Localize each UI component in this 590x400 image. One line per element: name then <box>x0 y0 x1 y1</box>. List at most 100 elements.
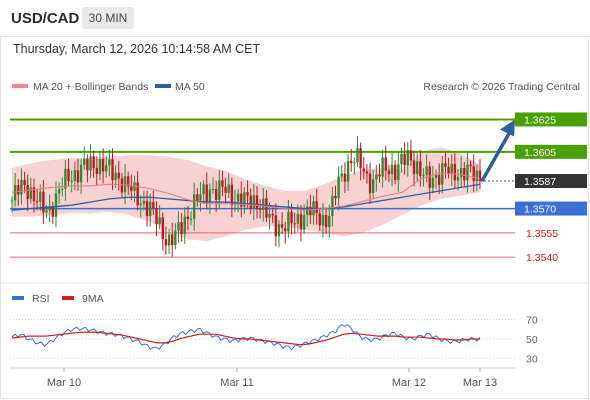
candle-body <box>375 174 378 180</box>
candle-body <box>478 170 482 182</box>
candle-body <box>331 195 334 216</box>
candle-body <box>381 157 384 177</box>
rsi-ma-legend-label: 9MA <box>82 293 104 305</box>
candle-body <box>306 206 309 216</box>
candle-body <box>422 175 425 177</box>
candle-body <box>397 164 400 180</box>
candle-body <box>114 172 117 181</box>
candle-body <box>105 165 108 172</box>
candle-body <box>92 156 95 168</box>
candle-body <box>64 168 67 189</box>
candle-body <box>98 158 102 175</box>
bands-legend-label: MA 20 + Bollinger Bands <box>33 81 148 93</box>
candle-body <box>293 223 296 225</box>
candle-body <box>86 158 89 171</box>
candle-body <box>415 161 419 175</box>
candle-body <box>262 198 265 210</box>
candle-body <box>425 166 428 176</box>
chart-header: USD/CAD 30 MIN <box>0 0 590 37</box>
candle-body <box>431 177 435 188</box>
candle-body <box>136 182 139 206</box>
bollinger-band-area <box>12 146 480 241</box>
price-levels <box>10 118 515 258</box>
candle-body <box>205 184 208 202</box>
ma50-legend-swatch <box>155 84 171 88</box>
candle-body <box>57 189 61 194</box>
candle-body <box>447 166 450 174</box>
ma50-legend-label: MA 50 <box>175 81 205 93</box>
time-tick-label: Mar 11 <box>220 377 253 389</box>
candle-body <box>42 191 45 213</box>
candle-body <box>274 215 278 237</box>
candle-body <box>243 192 246 207</box>
candle-body <box>218 180 221 200</box>
candle-body <box>441 163 444 185</box>
forecast-arrow <box>480 119 515 182</box>
candle-body <box>170 234 174 245</box>
candle-body <box>246 192 249 196</box>
candle-body <box>145 200 149 217</box>
rsi-ma-legend-swatch <box>62 296 74 300</box>
candle-body <box>177 222 180 231</box>
candle-body <box>10 200 14 202</box>
candle-body <box>343 173 347 182</box>
candle-body <box>277 224 281 237</box>
candle-body <box>51 206 55 217</box>
candle-body <box>290 211 293 224</box>
candle-body <box>340 173 343 177</box>
candle-body <box>315 201 318 214</box>
support-level-label: 1.3555 <box>526 228 558 240</box>
last-price-label-box <box>515 174 587 189</box>
time-tick-label: Mar 10 <box>47 377 81 389</box>
candle-body <box>111 159 114 181</box>
candle-body <box>287 211 290 232</box>
candle-body <box>76 170 80 183</box>
candle-body <box>101 158 105 172</box>
candle-body <box>127 176 130 187</box>
candle-body <box>183 216 186 234</box>
resistance-level-label: 1.3605 <box>524 147 556 159</box>
candle-body <box>384 157 387 171</box>
candle-body <box>265 198 268 218</box>
candle-body <box>45 210 48 213</box>
ma20-line <box>11 172 481 211</box>
candle-body <box>318 213 322 226</box>
pivot-label-box <box>515 201 587 216</box>
candle-body <box>202 184 205 195</box>
candle-body <box>475 170 479 182</box>
candle-body <box>378 174 381 177</box>
candle-body <box>73 170 77 181</box>
candle-body <box>400 153 403 165</box>
candle-body <box>199 194 202 201</box>
candle-body <box>255 195 259 210</box>
candle-body <box>214 188 218 200</box>
candle-body <box>249 195 252 209</box>
candle-body <box>227 184 230 193</box>
candle-body <box>406 150 409 166</box>
resistance-label-box <box>515 144 587 159</box>
candle-body <box>321 214 325 226</box>
candle-body <box>472 166 475 182</box>
candle-body <box>139 203 142 206</box>
candle-body <box>393 164 397 180</box>
candle-body <box>149 201 152 217</box>
timeframe-button[interactable]: 30 MIN <box>82 7 134 29</box>
candle-body <box>20 179 23 195</box>
candle-body <box>240 193 243 207</box>
candle-body <box>372 179 375 193</box>
candle-body <box>108 159 111 166</box>
candle-body <box>353 162 356 164</box>
candle-body <box>95 167 99 175</box>
candle-body <box>221 180 224 187</box>
pivot-level-label: 1.3570 <box>524 204 556 216</box>
candle-body <box>469 164 472 167</box>
candle-body <box>284 227 287 232</box>
candle-body <box>309 206 312 216</box>
candle-body <box>419 161 422 177</box>
candle-body <box>302 215 306 230</box>
candle-body <box>39 191 42 202</box>
candle-body <box>459 168 463 178</box>
candle-body <box>48 206 51 211</box>
bands-legend-swatch <box>12 84 28 88</box>
